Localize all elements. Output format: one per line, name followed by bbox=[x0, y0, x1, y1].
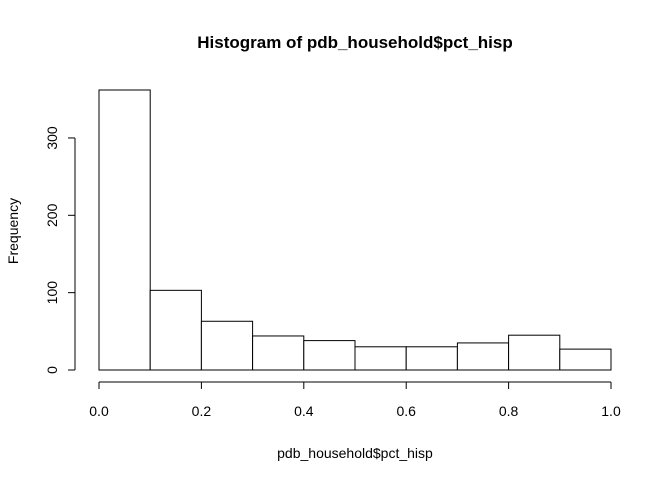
histogram-bar-3 bbox=[252, 335, 305, 371]
histogram-bar-4 bbox=[303, 340, 356, 371]
y-axis-title: Frequency bbox=[5, 198, 21, 264]
histogram-bar-8 bbox=[508, 334, 561, 371]
histogram-bar-1 bbox=[149, 289, 202, 371]
histogram-bar-9 bbox=[559, 348, 612, 371]
x-axis-title: pdb_household$pct_hisp bbox=[277, 445, 433, 461]
x-tick-label-5: 1.0 bbox=[601, 403, 621, 419]
histogram-bar-2 bbox=[200, 320, 254, 371]
x-tick-label-4: 0.8 bbox=[499, 403, 519, 419]
y-tick-label-3: 300 bbox=[44, 126, 60, 150]
y-tick-label-2: 200 bbox=[44, 203, 60, 227]
x-tick-label-1: 0.2 bbox=[192, 403, 212, 419]
x-tick-label-2: 0.4 bbox=[294, 403, 314, 419]
histogram-bar-6 bbox=[405, 346, 458, 371]
y-tick-label-1: 100 bbox=[44, 281, 60, 305]
histogram-bar-5 bbox=[354, 346, 407, 371]
x-tick-label-0: 0.0 bbox=[89, 403, 109, 419]
x-tick-label-3: 0.6 bbox=[396, 403, 416, 419]
chart-title: Histogram of pdb_household$pct_hisp bbox=[197, 33, 512, 52]
y-tick-label-0: 0 bbox=[44, 366, 60, 374]
histogram-bar-7 bbox=[456, 342, 510, 371]
bars-group bbox=[98, 89, 612, 371]
x-axis: 0.0 0.2 0.4 0.6 0.8 1.0 bbox=[89, 381, 621, 419]
histogram-bar-0 bbox=[98, 89, 151, 371]
y-axis: 0 100 200 300 bbox=[44, 126, 76, 374]
